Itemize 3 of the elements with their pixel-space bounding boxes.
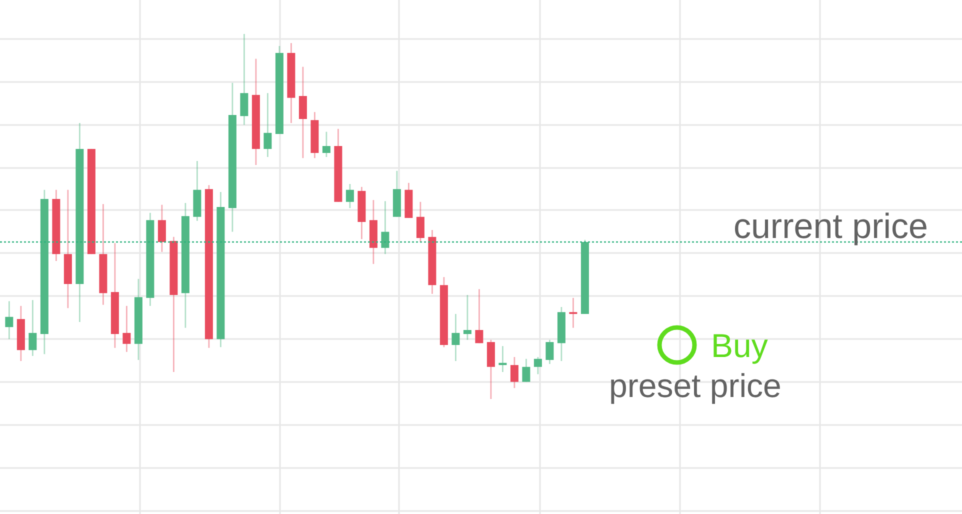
ref-line-label: current price xyxy=(733,207,928,246)
text: preset price xyxy=(609,367,782,404)
text: Buy xyxy=(711,327,768,364)
